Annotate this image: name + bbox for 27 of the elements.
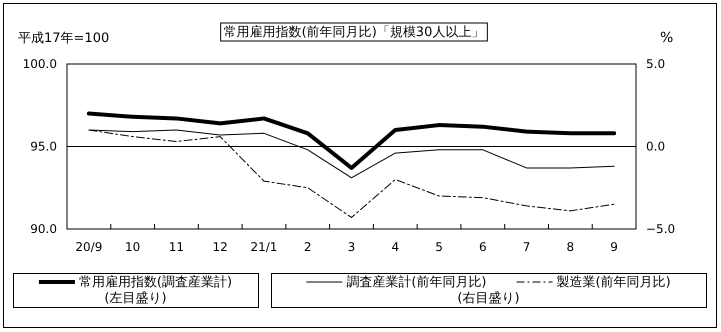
legend-label: 常用雇用指数(調査産業計): [78, 274, 232, 290]
x-tick-label: 6: [478, 240, 487, 254]
text: (左目盛り): [104, 291, 167, 306]
legend-label: 製造業(前年同月比): [556, 275, 671, 290]
y2-tick-label: 5.0: [646, 57, 666, 71]
y2-tick-label: −5.0: [646, 222, 676, 236]
x-tick-label: 8: [566, 240, 574, 254]
y2-tick-label: 0.0: [646, 140, 666, 154]
x-tick-label: 5: [435, 240, 443, 254]
y2-axis-title: %: [660, 30, 674, 46]
y-axis-title: 平成17年=100: [18, 31, 110, 46]
x-tick-label: 12: [212, 240, 228, 254]
x-tick-label: 2: [304, 240, 312, 254]
x-tick-label: 4: [391, 240, 400, 254]
chart-title: 常用雇用指数(前年同月比)「規模30人以上」: [224, 24, 484, 40]
y-tick-label: 95.0: [30, 140, 57, 154]
x-tick-label: 3: [348, 240, 356, 254]
x-tick-label: 21/1: [250, 240, 278, 254]
x-tick-label: 11: [168, 240, 184, 254]
x-tick-label: 20/9: [75, 240, 102, 254]
text: (右目盛り): [457, 291, 520, 306]
y-tick-label: 100.0: [22, 57, 57, 71]
legend-label: 調査産業計(前年同月比): [346, 274, 486, 290]
x-tick-label: 9: [610, 240, 618, 254]
x-tick-label: 7: [522, 240, 530, 254]
y-tick-label: 90.0: [30, 222, 57, 236]
x-tick-label: 10: [125, 240, 140, 254]
